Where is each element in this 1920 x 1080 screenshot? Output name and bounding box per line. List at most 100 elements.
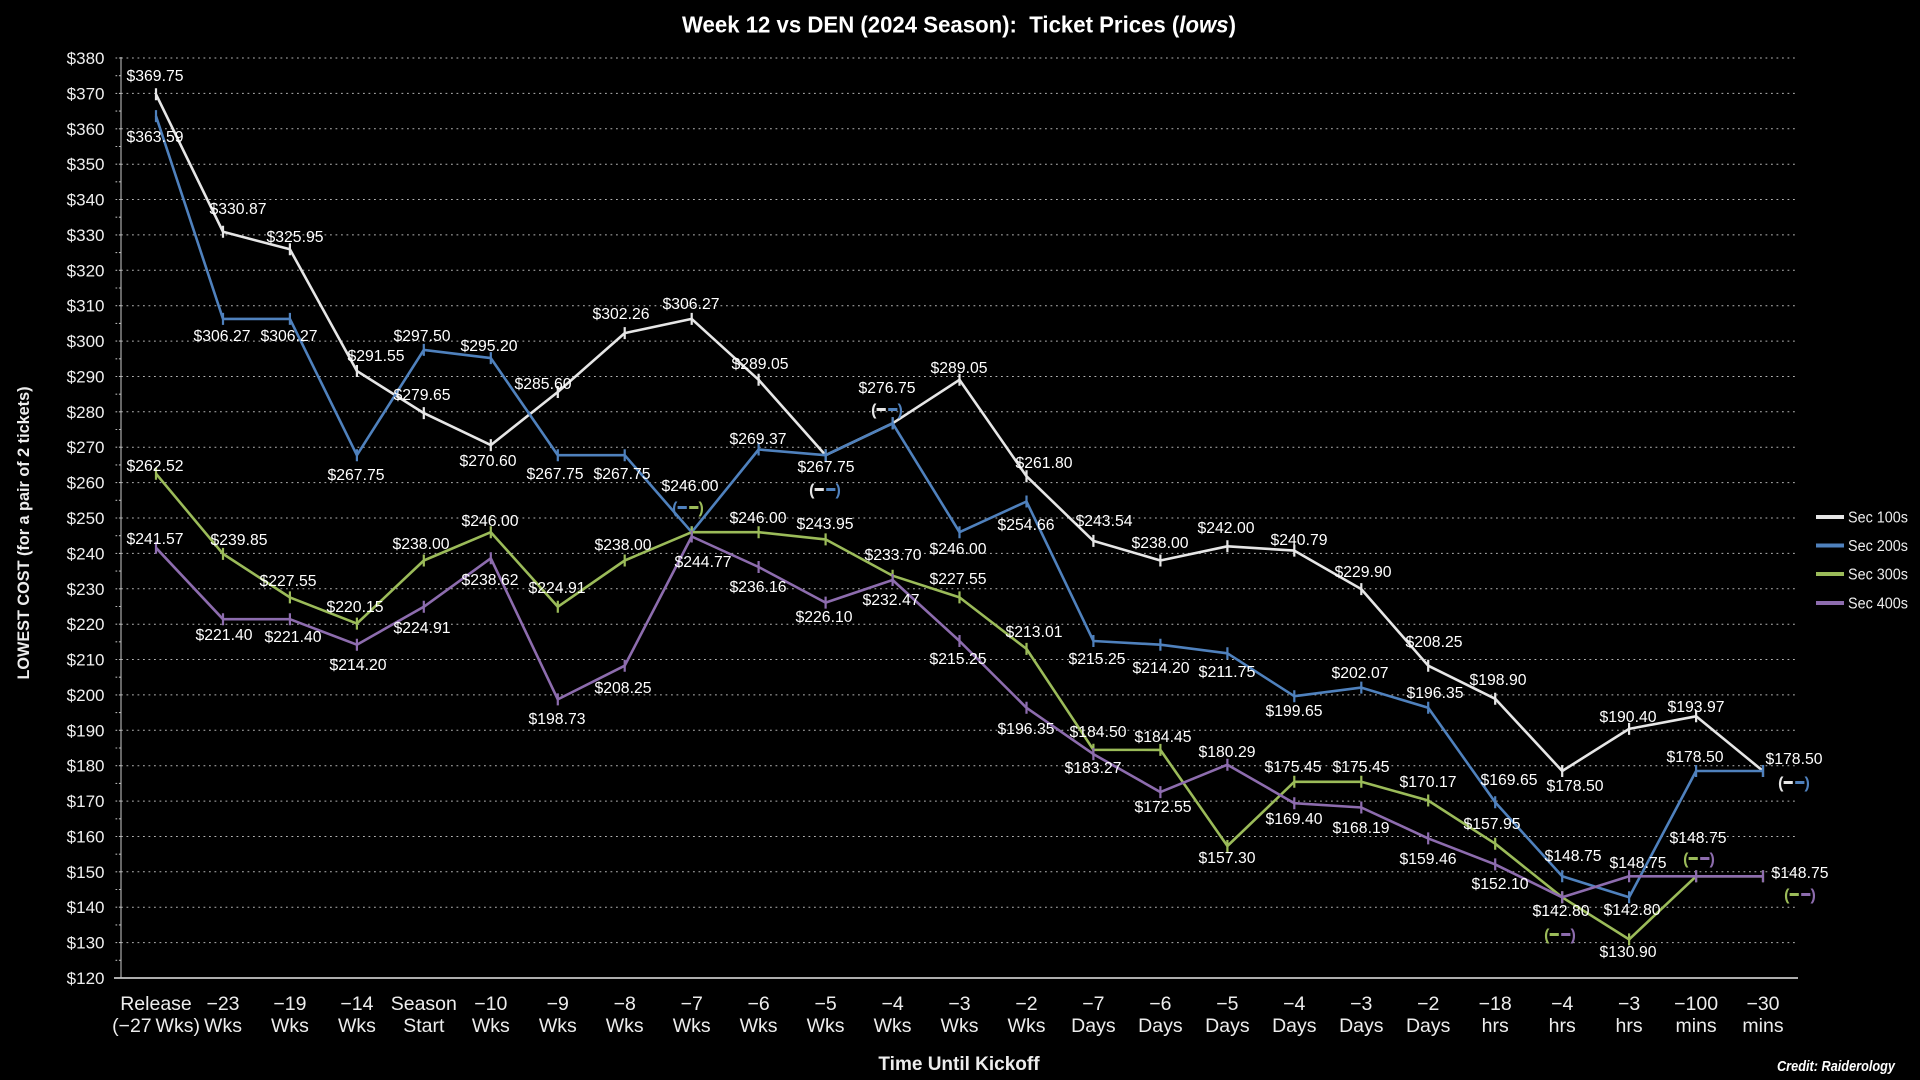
svg-text:Credit: Raiderology: Credit: Raiderology (1777, 1059, 1896, 1075)
svg-text:$246.00: $246.00 (930, 541, 987, 558)
svg-text:−6: −6 (747, 993, 769, 1015)
svg-text:−7: −7 (681, 993, 703, 1015)
svg-text:): ) (836, 482, 841, 499)
svg-text:Time Until Kickoff: Time Until Kickoff (878, 1054, 1040, 1075)
svg-text:−4: −4 (1283, 993, 1305, 1015)
svg-text:$214.20: $214.20 (1133, 660, 1190, 677)
svg-text:$142.80: $142.80 (1533, 903, 1590, 920)
svg-text:mins: mins (1676, 1015, 1717, 1037)
svg-text:$270: $270 (67, 438, 105, 457)
svg-text:−9: −9 (547, 993, 569, 1015)
svg-text:mins: mins (1742, 1015, 1783, 1037)
svg-text:$267.75: $267.75 (328, 467, 385, 484)
svg-text:$184.50: $184.50 (1070, 724, 1127, 741)
svg-text:−30: −30 (1746, 993, 1779, 1015)
svg-text:$157.95: $157.95 (1464, 816, 1521, 833)
svg-text:Wks: Wks (874, 1015, 912, 1037)
svg-text:(: ( (672, 500, 678, 517)
svg-text:$280: $280 (67, 403, 105, 422)
svg-text:$239.85: $239.85 (211, 532, 268, 549)
svg-text:$238.00: $238.00 (393, 536, 450, 553)
svg-text:): ) (1805, 775, 1810, 792)
svg-text:$238.00: $238.00 (595, 537, 652, 554)
svg-text:−18: −18 (1479, 993, 1512, 1015)
svg-text:−19: −19 (273, 993, 306, 1015)
svg-text:−100: −100 (1674, 993, 1718, 1015)
svg-text:$180: $180 (67, 757, 105, 776)
svg-text:$260: $260 (67, 474, 105, 493)
svg-text:$363.59: $363.59 (127, 129, 184, 146)
svg-text:$221.40: $221.40 (265, 629, 322, 646)
svg-text:$148.75: $148.75 (1670, 830, 1727, 847)
svg-text:$170.17: $170.17 (1400, 774, 1457, 791)
svg-text:$242.00: $242.00 (1198, 520, 1255, 537)
svg-text:Wks: Wks (740, 1015, 778, 1037)
svg-text:$246.00: $246.00 (462, 513, 519, 530)
svg-text:$360: $360 (67, 120, 105, 139)
svg-text:$306.27: $306.27 (663, 296, 720, 313)
svg-text:$290: $290 (67, 368, 105, 387)
svg-text:−23: −23 (206, 993, 239, 1015)
svg-text:$229.90: $229.90 (1335, 564, 1392, 581)
svg-text:$369.75: $369.75 (127, 68, 184, 85)
svg-text:$306.27: $306.27 (261, 328, 318, 345)
svg-text:$175.45: $175.45 (1333, 759, 1390, 776)
svg-text:$178.50: $178.50 (1667, 749, 1724, 766)
svg-text:$215.25: $215.25 (930, 651, 987, 668)
svg-text:Sec 200s: Sec 200s (1848, 538, 1908, 555)
svg-text:$190.40: $190.40 (1600, 709, 1657, 726)
svg-text:$178.50: $178.50 (1766, 751, 1823, 768)
svg-text:$285.60: $285.60 (515, 376, 572, 393)
svg-text:$267.75: $267.75 (798, 459, 855, 476)
svg-text:−6: −6 (1149, 993, 1171, 1015)
svg-text:−14: −14 (340, 993, 373, 1015)
svg-text:hrs: hrs (1549, 1015, 1576, 1037)
svg-text:Sec 300s: Sec 300s (1848, 567, 1908, 584)
svg-text:Days: Days (1138, 1015, 1183, 1037)
svg-text:Wks: Wks (807, 1015, 845, 1037)
svg-text:Wks: Wks (673, 1015, 711, 1037)
svg-text:$340: $340 (67, 191, 105, 210)
svg-text:$289.05: $289.05 (931, 360, 988, 377)
svg-text:$140: $140 (67, 898, 105, 917)
svg-text:): ) (1811, 887, 1816, 904)
svg-text:$325.95: $325.95 (267, 229, 324, 246)
svg-text:$289.05: $289.05 (732, 356, 789, 373)
svg-text:$279.65: $279.65 (394, 387, 451, 404)
svg-text:$183.27: $183.27 (1065, 760, 1122, 777)
svg-text:−3: −3 (948, 993, 970, 1015)
svg-text:$199.65: $199.65 (1266, 703, 1323, 720)
svg-text:$254.66: $254.66 (998, 517, 1055, 534)
svg-text:$262.52: $262.52 (127, 458, 184, 475)
svg-text:): ) (898, 402, 903, 419)
svg-text:−3: −3 (1350, 993, 1372, 1015)
svg-text:−5: −5 (814, 993, 836, 1015)
svg-text:$291.55: $291.55 (348, 348, 405, 365)
svg-text:Wks: Wks (204, 1015, 242, 1037)
svg-text:$142.80: $142.80 (1604, 902, 1661, 919)
svg-text:Wks: Wks (606, 1015, 644, 1037)
svg-text:$300: $300 (67, 332, 105, 351)
svg-text:(−27 Wks): (−27 Wks) (112, 1015, 200, 1037)
svg-text:−2: −2 (1015, 993, 1037, 1015)
svg-text:$172.55: $172.55 (1135, 799, 1192, 816)
svg-text:$295.20: $295.20 (461, 338, 518, 355)
svg-text:$170: $170 (67, 792, 105, 811)
svg-text:$196.35: $196.35 (998, 721, 1055, 738)
svg-text:LOWEST COST (for a pair of 2 t: LOWEST COST (for a pair of 2 tickets) (14, 387, 33, 680)
svg-text:Wks: Wks (271, 1015, 309, 1037)
svg-text:$380: $380 (67, 49, 105, 68)
svg-text:$230: $230 (67, 580, 105, 599)
svg-text:$196.35: $196.35 (1407, 685, 1464, 702)
svg-text:$297.50: $297.50 (394, 328, 451, 345)
svg-text:$200: $200 (67, 686, 105, 705)
svg-text:$152.10: $152.10 (1472, 876, 1529, 893)
svg-text:$241.57: $241.57 (127, 531, 184, 548)
svg-text:$269.37: $269.37 (730, 431, 787, 448)
svg-text:Release: Release (120, 993, 192, 1015)
svg-text:$370: $370 (67, 84, 105, 103)
svg-text:$193.97: $193.97 (1668, 699, 1725, 716)
svg-text:$210: $210 (67, 651, 105, 670)
svg-text:Wks: Wks (472, 1015, 510, 1037)
svg-text:Days: Days (1205, 1015, 1250, 1037)
